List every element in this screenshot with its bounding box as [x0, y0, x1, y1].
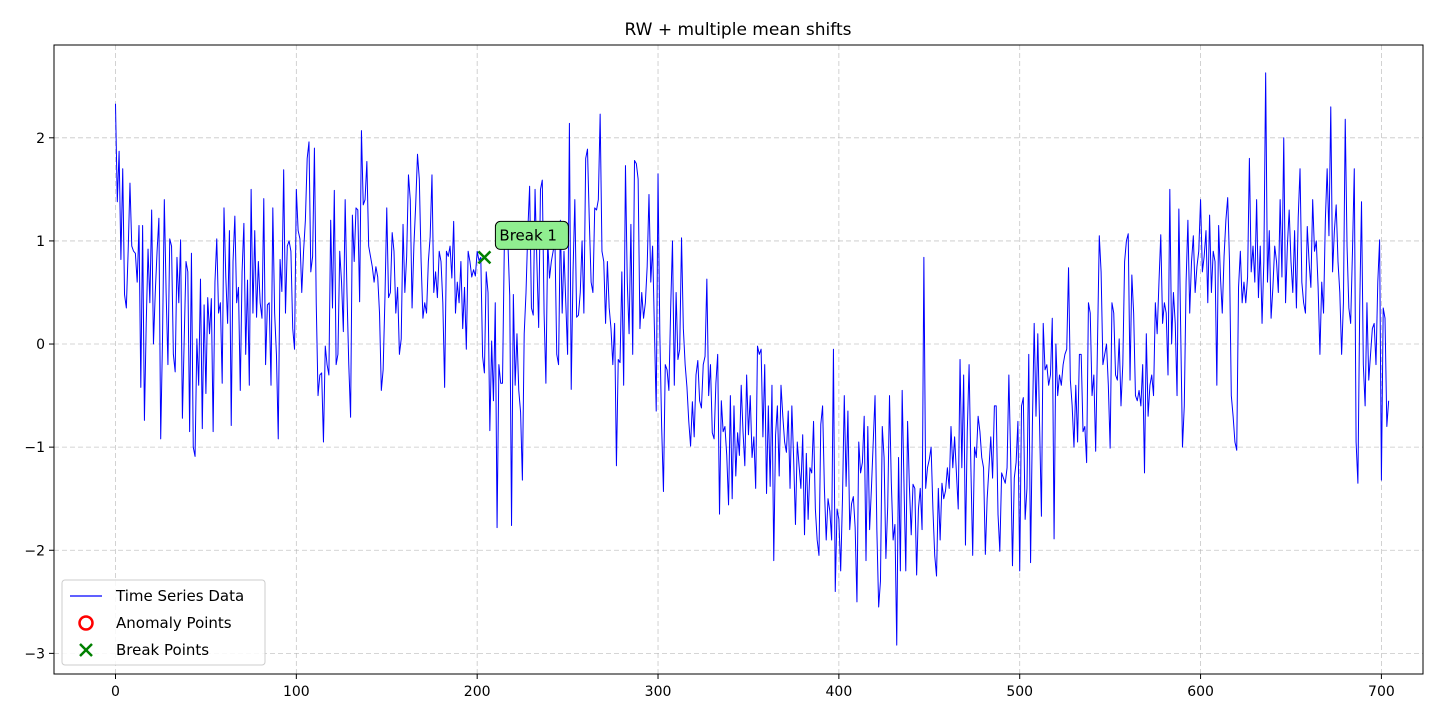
x-tick-label: 200: [464, 684, 491, 700]
legend-circle-swatch: [78, 615, 94, 631]
legend-item: Break Points: [79, 641, 209, 659]
legend-item: Time Series Data: [70, 587, 244, 605]
x-tick-label: 600: [1187, 684, 1214, 700]
break-point: [477, 250, 492, 265]
x-tick-label: 400: [826, 684, 853, 700]
x-tick-label: 700: [1368, 684, 1395, 700]
y-tick-label: 1: [36, 234, 45, 250]
y-tick-label: 2: [36, 131, 45, 147]
axes: 0 100 200 300 400 500 600 700 −3 −2 −1 0 1 2: [24, 44, 1424, 700]
legend-item: Anomaly Points: [78, 614, 232, 632]
legend: Time Series Data Anomaly Points Break Poin…: [61, 579, 266, 666]
x-tick-label: 300: [645, 684, 672, 700]
y-tick-label: 0: [36, 337, 45, 353]
y-tick-label: −3: [24, 646, 45, 662]
series-line: [114, 72, 1390, 646]
break-annotation-label: Break 1: [499, 226, 557, 244]
x-tick-label: 100: [283, 684, 310, 700]
legend-label: Break Points: [116, 641, 209, 659]
x-tick-label: 500: [1006, 684, 1033, 700]
legend-label: Time Series Data: [115, 587, 244, 605]
x-tick-label: 0: [111, 684, 120, 700]
chart-title: RW + multiple mean shifts: [625, 20, 852, 40]
axes-frame: [53, 44, 1424, 675]
y-tick-label: −1: [24, 440, 45, 456]
plot-area: [114, 72, 1390, 646]
legend-box: [61, 579, 266, 666]
annotations: Break 1: [477, 220, 569, 265]
legend-x-swatch: [79, 643, 93, 657]
legend-label: Anomaly Points: [116, 614, 232, 632]
y-tick-label: −2: [24, 543, 45, 559]
break-annotation-box: [494, 220, 569, 250]
